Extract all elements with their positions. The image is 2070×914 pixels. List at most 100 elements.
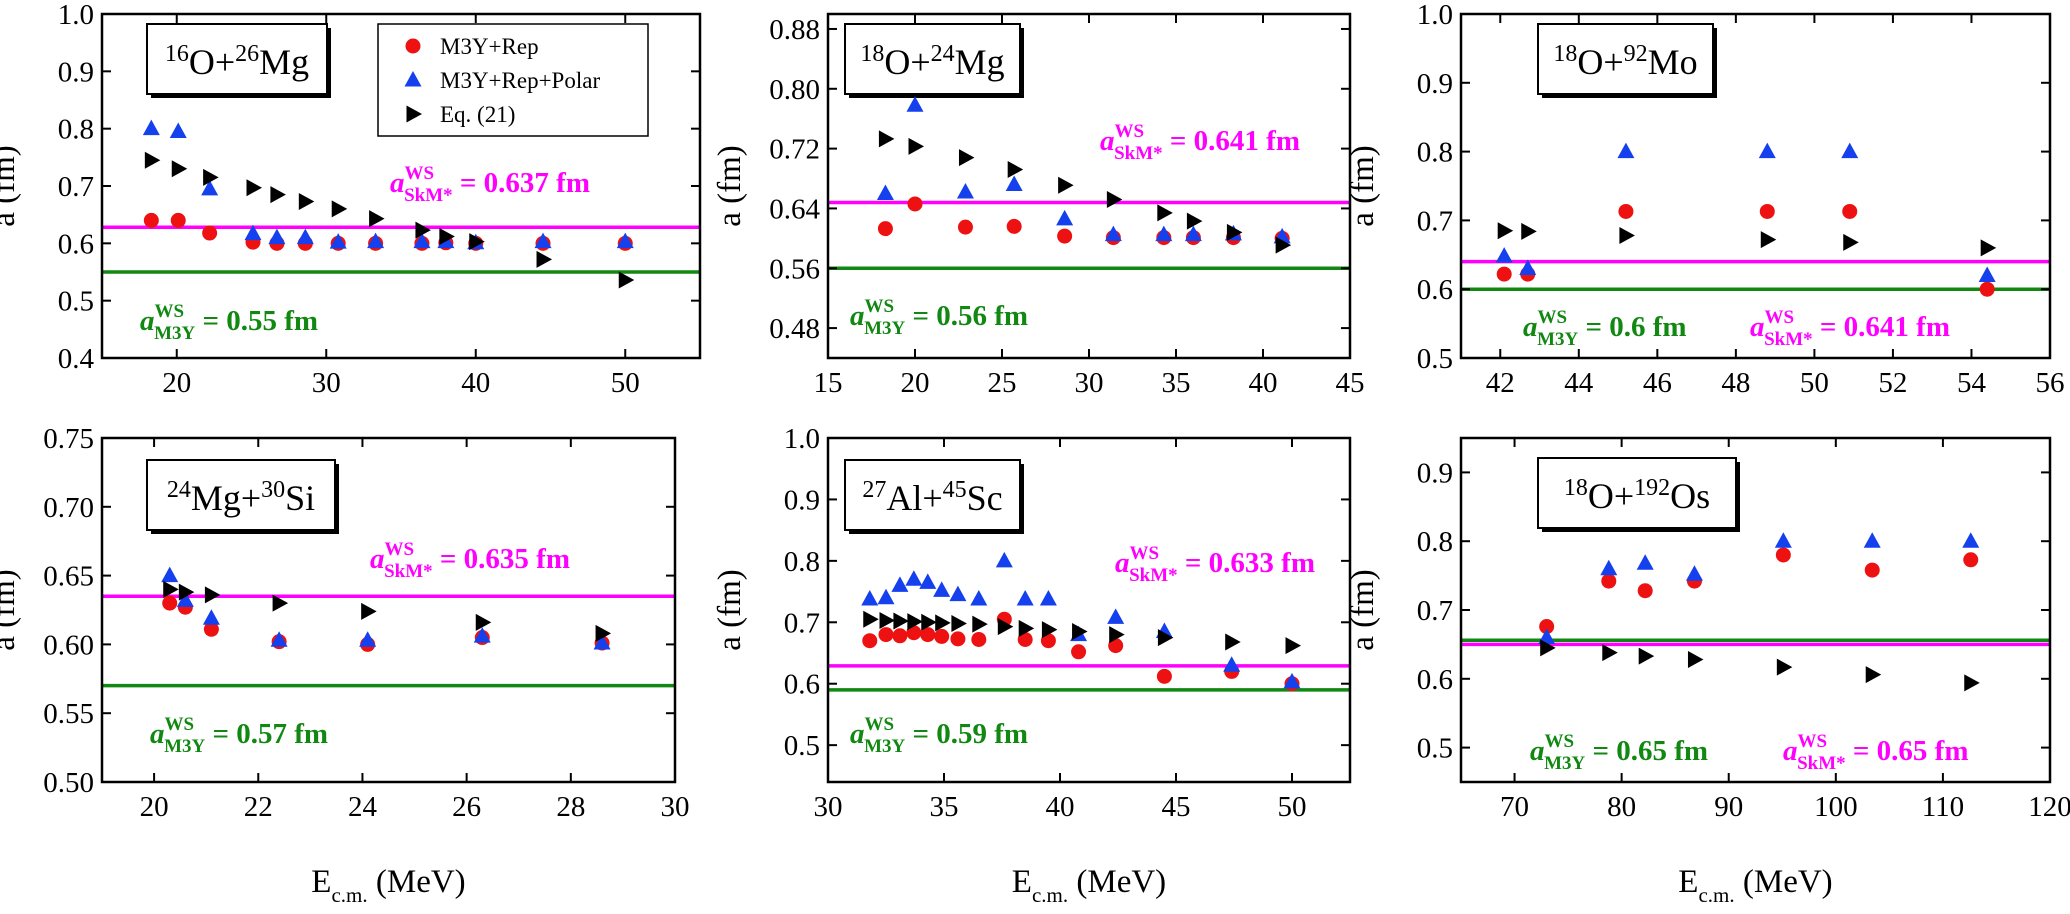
data-point-triangle-up xyxy=(1283,672,1301,689)
x-tick-label: 46 xyxy=(1643,367,1672,399)
data-point-triangle-right xyxy=(246,179,262,197)
data-point-triangle-up xyxy=(1841,142,1859,159)
data-point-triangle-right xyxy=(618,271,635,289)
data-point-triangle-up xyxy=(169,122,187,139)
plot-frame xyxy=(826,436,1352,784)
series-triangle-right xyxy=(863,610,1301,655)
y-axis-label: a (fm) xyxy=(0,145,22,227)
reaction-label-box xyxy=(1537,457,1737,529)
annotation-m3y: aWS M3Y = 0.55 fm xyxy=(140,301,318,344)
plot-frame xyxy=(1459,12,2052,360)
data-point-triangle-up xyxy=(268,228,286,245)
legend-label: Eq. (21) xyxy=(440,102,515,127)
data-point-triangle-right xyxy=(1776,658,1793,676)
data-point-triangle-up xyxy=(1056,209,1074,226)
data-point-circle xyxy=(1017,631,1033,647)
x-axis-label: Ec.m. (MeV) xyxy=(1012,864,1166,907)
data-point-triangle-up xyxy=(1617,142,1635,159)
annotation-skmstar: aWS SkM* = 0.65 fm xyxy=(1783,731,1969,774)
x-tick-label: 44 xyxy=(1564,367,1594,399)
data-point-circle xyxy=(920,627,936,643)
data-point-triangle-right xyxy=(972,615,988,633)
data-point-triangle-right xyxy=(1106,190,1123,208)
y-tick-label: 0.5 xyxy=(784,730,820,762)
x-axis-label: Ec.m. (MeV) xyxy=(311,864,465,907)
series-circle xyxy=(1496,203,1995,297)
panel-3: 20 22 24 26 28 30 0.50 0.55 0.60 0.65 0.70 0.75 a (f… xyxy=(0,423,690,907)
data-point-triangle-right xyxy=(908,137,924,155)
data-point-triangle-right xyxy=(879,611,895,629)
y-tick-label: 0.60 xyxy=(43,629,94,661)
y-tick-label: 1.0 xyxy=(784,423,820,455)
annotation-m3y: aWS M3Y = 0.65 fm xyxy=(1530,731,1708,774)
data-point-triangle-right xyxy=(536,250,553,268)
data-point-triangle-right xyxy=(878,130,895,148)
data-point-triangle-up xyxy=(1184,225,1202,242)
data-point-triangle-right xyxy=(1865,666,1882,684)
data-point-triangle-right xyxy=(997,618,1014,636)
y-tick-label: 0.7 xyxy=(1417,205,1453,237)
series-triangle-right xyxy=(1540,639,1980,692)
y-tick-label: 0.56 xyxy=(769,253,820,285)
y-tick-label: 0.7 xyxy=(1417,595,1453,627)
data-point-triangle-up xyxy=(413,232,431,249)
panel-1: 15 20 25 30 35 40 45 0.48 0.56 0.64 0.72 0.80 0.88 a … xyxy=(712,12,1365,399)
data-point-triangle-up xyxy=(201,179,219,196)
x-tick-label: 50 xyxy=(611,367,640,399)
data-point-circle xyxy=(162,595,178,611)
data-point-triangle-right xyxy=(1186,212,1203,230)
data-point-triangle-up xyxy=(1005,175,1023,192)
data-point-triangle-up xyxy=(296,228,314,245)
x-tick-label: 70 xyxy=(1500,791,1529,823)
series-triangle-up xyxy=(142,119,634,250)
data-point-triangle-right xyxy=(270,186,286,204)
data-point-circle xyxy=(878,627,894,643)
data-point-triangle-right xyxy=(163,580,179,598)
y-tick-label: 0.6 xyxy=(1417,664,1453,696)
y-tick-label: 0.4 xyxy=(58,343,95,375)
data-point-triangle-right xyxy=(595,624,612,642)
data-point-triangle-right xyxy=(1521,222,1537,240)
data-point-circle xyxy=(1637,583,1653,599)
annotation-skmstar: aWS SkM* = 0.633 fm xyxy=(1115,543,1315,586)
y-tick-label: 0.6 xyxy=(58,228,94,260)
data-point-triangle-right xyxy=(272,594,289,612)
x-tick-label: 30 xyxy=(1075,367,1104,399)
series-circle xyxy=(862,611,1300,692)
y-tick-label: 0.64 xyxy=(769,193,820,225)
series-triangle-up xyxy=(1538,532,1980,645)
x-tick-label: 90 xyxy=(1714,791,1743,823)
data-point-circle xyxy=(1775,547,1791,563)
x-tick-label: 40 xyxy=(1249,367,1278,399)
series-circle xyxy=(162,595,610,652)
y-tick-label: 0.50 xyxy=(43,767,94,799)
data-point-circle xyxy=(971,631,987,647)
data-point-triangle-right xyxy=(1225,633,1241,651)
x-tick-label: 26 xyxy=(452,791,481,823)
legend-marker-triangle-right xyxy=(406,105,422,123)
data-point-triangle-up xyxy=(861,589,879,606)
y-tick-label: 0.8 xyxy=(1417,137,1453,169)
data-point-triangle-up xyxy=(142,119,160,136)
legend-label: M3Y+Rep xyxy=(440,34,539,59)
data-point-circle xyxy=(907,196,923,212)
data-point-triangle-up xyxy=(1600,559,1618,576)
data-point-triangle-right xyxy=(1843,233,1859,251)
data-point-triangle-up xyxy=(244,224,262,241)
data-point-triangle-up xyxy=(1223,656,1241,672)
reaction-label: 18O+192Os xyxy=(1564,475,1710,516)
x-tick-label: 25 xyxy=(988,367,1017,399)
data-point-triangle-right xyxy=(204,586,221,604)
x-tick-label: 50 xyxy=(1800,367,1829,399)
y-tick-label: 0.5 xyxy=(58,286,94,318)
y-axis-label: a (fm) xyxy=(0,569,22,651)
x-tick-label: 40 xyxy=(1046,791,1075,823)
data-point-triangle-up xyxy=(877,588,895,605)
y-tick-label: 0.70 xyxy=(43,492,94,524)
data-point-triangle-up xyxy=(473,627,491,643)
data-point-triangle-right xyxy=(1687,651,1704,669)
data-point-triangle-up xyxy=(1039,589,1057,606)
data-point-triangle-right xyxy=(415,221,431,239)
data-point-circle xyxy=(1618,203,1634,219)
y-tick-label: 0.75 xyxy=(43,423,94,455)
